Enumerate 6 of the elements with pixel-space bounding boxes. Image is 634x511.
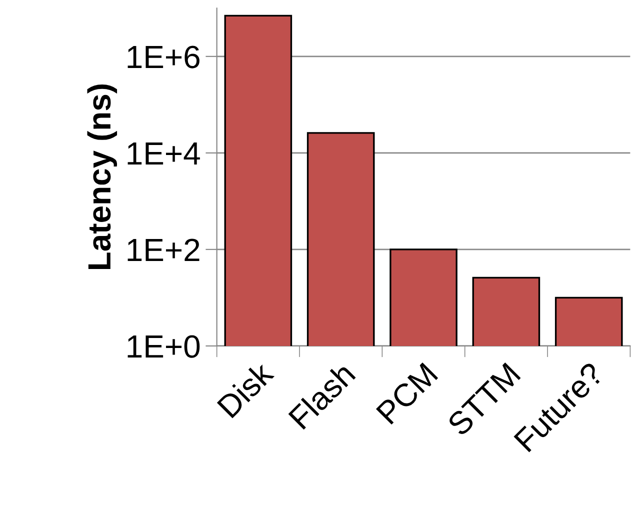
y-tick-label: 1E+4 xyxy=(128,142,200,165)
x-tick-label: Disk xyxy=(216,360,275,418)
y-tick-label: 1E+0 xyxy=(128,335,200,358)
y-axis-title: Latency (ns) xyxy=(87,84,118,269)
y-tick-label: 1E+6 xyxy=(128,46,200,68)
y-tick-label: 1E+2 xyxy=(128,238,200,262)
